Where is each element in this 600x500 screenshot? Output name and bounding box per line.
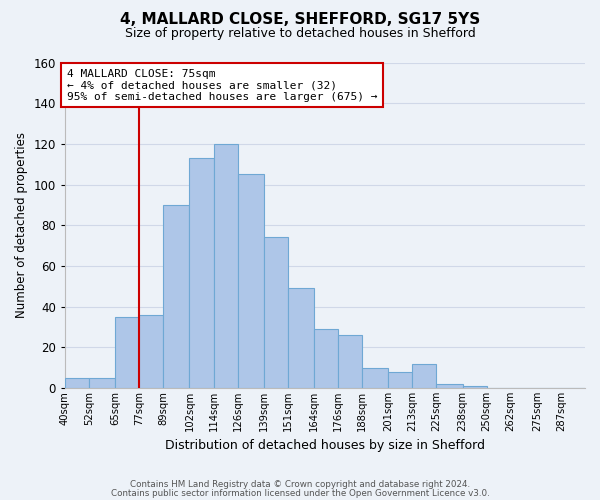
Bar (115, 317, 139, 388)
Bar (436, 384, 463, 388)
Text: Contains public sector information licensed under the Open Government Licence v3: Contains public sector information licen… (110, 490, 490, 498)
Bar (264, 238, 288, 388)
Bar (214, 144, 238, 388)
Bar (65, 378, 89, 388)
Bar (139, 315, 163, 388)
Bar (163, 205, 190, 388)
Bar (89, 378, 115, 388)
Text: 4 MALLARD CLOSE: 75sqm
← 4% of detached houses are smaller (32)
95% of semi-deta: 4 MALLARD CLOSE: 75sqm ← 4% of detached … (67, 68, 377, 102)
Bar (463, 386, 487, 388)
Bar (314, 329, 338, 388)
X-axis label: Distribution of detached houses by size in Shefford: Distribution of detached houses by size … (165, 440, 485, 452)
Text: Size of property relative to detached houses in Shefford: Size of property relative to detached ho… (125, 28, 475, 40)
Bar (412, 364, 436, 388)
Text: Contains HM Land Registry data © Crown copyright and database right 2024.: Contains HM Land Registry data © Crown c… (130, 480, 470, 489)
Bar (362, 368, 388, 388)
Bar (288, 288, 314, 388)
Bar (238, 174, 264, 388)
Bar (190, 158, 214, 388)
Y-axis label: Number of detached properties: Number of detached properties (15, 132, 28, 318)
Bar (388, 372, 412, 388)
Bar (338, 335, 362, 388)
Text: 4, MALLARD CLOSE, SHEFFORD, SG17 5YS: 4, MALLARD CLOSE, SHEFFORD, SG17 5YS (120, 12, 480, 28)
